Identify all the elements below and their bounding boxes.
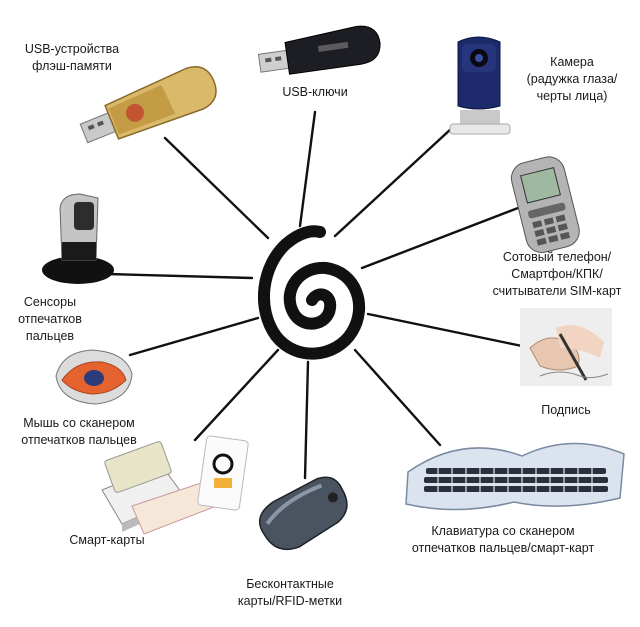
label-usb-keys: USB-ключи	[282, 85, 348, 99]
connector-keyboard	[353, 348, 442, 447]
webcam-icon	[449, 36, 511, 135]
signature-pen-icon	[520, 308, 612, 386]
connector-mouse	[128, 316, 260, 357]
connector-usb-keys	[298, 110, 317, 228]
connector-phone	[360, 206, 520, 270]
keyboard-icon	[405, 442, 625, 511]
connector-usb-flash	[163, 136, 270, 240]
label-mouse: Мышь со сканером отпечатков пальцев	[21, 416, 137, 447]
connector-camera	[333, 126, 454, 238]
connector-rfid	[303, 360, 310, 480]
label-keyboard: Клавиатура со сканером отпечатков пальцев…	[411, 524, 595, 555]
rfid-tag-icon	[258, 476, 348, 551]
connector-signature	[366, 312, 524, 348]
label-fingerprint: Сенсоры отпечатков пальцев	[18, 295, 82, 343]
fingerprint-mouse-icon	[55, 349, 133, 405]
label-usb-flash: USB-устройства флэш-памяти	[24, 42, 120, 73]
label-smartcard: Смарт-карты	[69, 533, 145, 547]
label-camera: Камера (радужка глаза/черты лица)	[526, 55, 618, 103]
connector-smartcard	[193, 348, 280, 442]
mobile-phone-icon	[510, 156, 580, 253]
smart-card-reader-icon	[101, 435, 249, 535]
fingerprint-sensor-icon	[42, 193, 114, 284]
label-signature: Подпись	[541, 403, 591, 417]
connector-lines	[106, 110, 524, 480]
usb-key-icon	[257, 25, 381, 75]
label-phone: Сотовый телефон/Смартфон/КПК/считыватели…	[492, 250, 622, 298]
label-rfid: Бесконтактные карты/RFID-метки	[237, 577, 343, 608]
usb-flash-drive-icon	[79, 66, 217, 144]
connector-fingerprint	[106, 272, 254, 280]
spiral-icon	[258, 225, 366, 360]
